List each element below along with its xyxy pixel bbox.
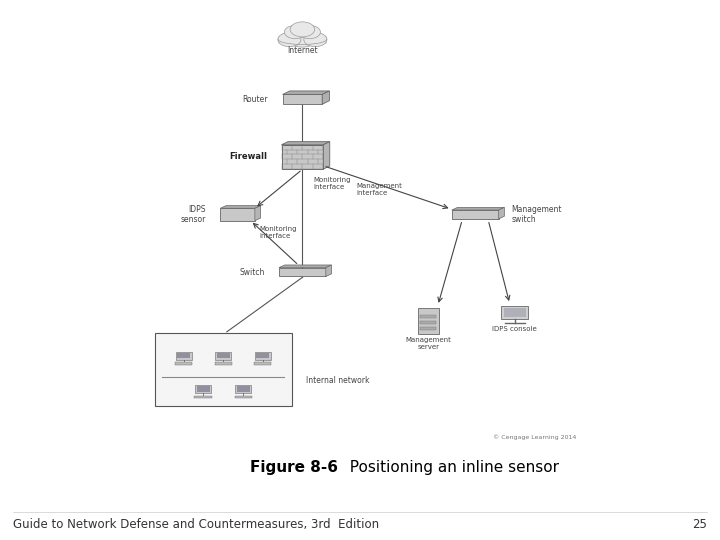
Text: Monitoring
interface: Monitoring interface bbox=[313, 177, 351, 190]
Bar bbox=[177, 353, 190, 359]
Bar bbox=[420, 315, 436, 318]
Bar bbox=[217, 353, 230, 359]
Bar bbox=[195, 385, 211, 393]
Text: IDPS
sensor: IDPS sensor bbox=[181, 205, 206, 224]
Text: Switch: Switch bbox=[239, 267, 265, 276]
Bar bbox=[255, 352, 271, 360]
Text: Management
switch: Management switch bbox=[511, 205, 562, 224]
Bar bbox=[197, 386, 210, 391]
Text: 25: 25 bbox=[692, 518, 707, 531]
Polygon shape bbox=[282, 141, 330, 145]
Polygon shape bbox=[452, 207, 504, 210]
Polygon shape bbox=[220, 206, 261, 208]
Circle shape bbox=[304, 32, 327, 46]
Bar bbox=[282, 94, 322, 104]
Bar bbox=[418, 308, 439, 334]
Circle shape bbox=[278, 32, 301, 46]
Polygon shape bbox=[255, 206, 261, 221]
Polygon shape bbox=[325, 265, 331, 276]
Bar bbox=[237, 386, 250, 391]
Bar bbox=[501, 306, 528, 319]
Bar bbox=[420, 327, 436, 330]
Bar bbox=[504, 308, 526, 317]
Text: Figure 8-6: Figure 8-6 bbox=[251, 460, 338, 475]
Bar bbox=[176, 352, 192, 360]
Circle shape bbox=[284, 25, 306, 39]
Text: Monitoring
interface: Monitoring interface bbox=[259, 226, 297, 239]
Polygon shape bbox=[279, 265, 331, 268]
Bar bbox=[254, 362, 271, 365]
Bar bbox=[278, 37, 327, 44]
Text: Internet: Internet bbox=[287, 46, 318, 55]
Polygon shape bbox=[323, 91, 330, 104]
Bar bbox=[175, 362, 192, 365]
Bar bbox=[452, 210, 499, 219]
Polygon shape bbox=[323, 141, 330, 169]
Bar bbox=[235, 385, 251, 393]
Bar bbox=[220, 208, 255, 221]
Bar bbox=[215, 362, 232, 365]
Bar bbox=[235, 396, 252, 399]
Bar bbox=[279, 268, 325, 276]
Text: Guide to Network Defense and Countermeasures, 3rd  Edition: Guide to Network Defense and Countermeas… bbox=[13, 518, 379, 531]
Bar bbox=[194, 396, 212, 399]
Text: Router: Router bbox=[243, 95, 268, 104]
Polygon shape bbox=[282, 91, 330, 94]
Text: Management
interface: Management interface bbox=[356, 184, 402, 197]
Text: Positioning an inline sensor: Positioning an inline sensor bbox=[340, 460, 559, 475]
Circle shape bbox=[290, 22, 315, 37]
Text: Management
server: Management server bbox=[405, 337, 451, 350]
Text: © Cengage Learning 2014: © Cengage Learning 2014 bbox=[492, 435, 576, 440]
Polygon shape bbox=[498, 207, 504, 219]
Bar bbox=[215, 352, 231, 360]
Text: IDPS console: IDPS console bbox=[492, 326, 537, 332]
Bar bbox=[155, 333, 292, 406]
Bar bbox=[282, 145, 323, 169]
Circle shape bbox=[299, 25, 320, 39]
Bar bbox=[256, 353, 269, 359]
Circle shape bbox=[287, 28, 318, 47]
Bar bbox=[420, 321, 436, 324]
Text: Internal network: Internal network bbox=[306, 376, 369, 385]
Text: Firewall: Firewall bbox=[229, 152, 267, 161]
